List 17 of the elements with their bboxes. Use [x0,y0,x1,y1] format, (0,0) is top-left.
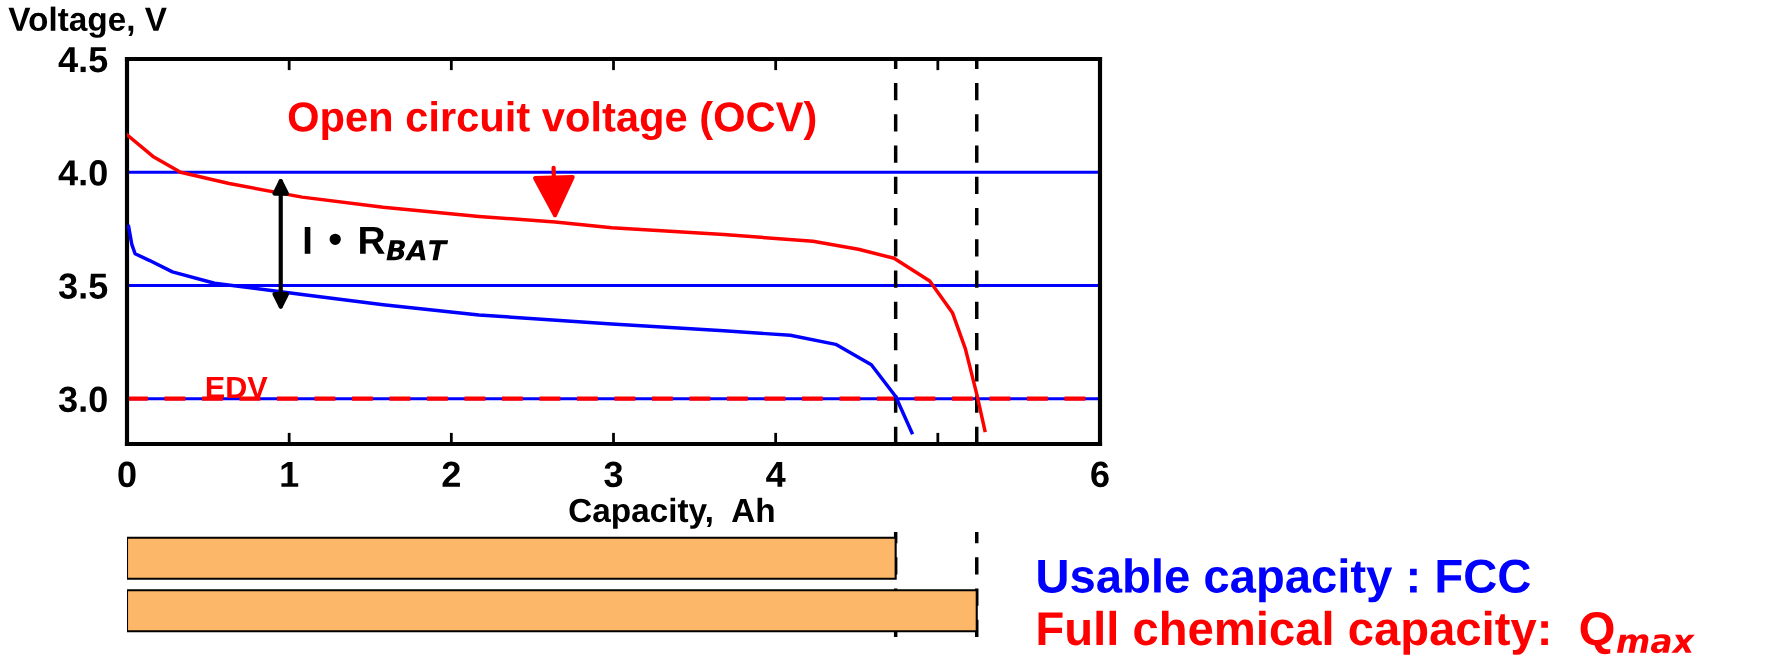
x-tick-label: 0 [118,461,136,488]
y-axis-title: Voltage, V [8,6,167,38]
x-tick-label: 6 [1091,461,1109,488]
y-tick-label: Full chemical capacity: Q$_{max}$ [1038,610,1695,655]
ref-line-label: EDV [206,376,268,398]
annotation: Open circuit voltage (OCV) [288,101,816,141]
x-tick-label: 3 [604,461,623,488]
y-tick-label: 4.0 [58,160,107,186]
y-tick-label: 4.5 [58,47,108,73]
x-tick-label: 2 [442,461,460,487]
annotation: I • R$_{BAT}$ [304,227,449,261]
y-tick-label: Usable capacity : FCC [1038,558,1531,603]
y-tick-label: 3.0 [58,386,107,413]
x-tick-label: 4 [766,461,786,487]
y-tick-label: 3.5 [58,273,108,299]
x-axis-title: Capacity, Ah [569,497,774,529]
x-tick-label: 1 [281,461,299,487]
